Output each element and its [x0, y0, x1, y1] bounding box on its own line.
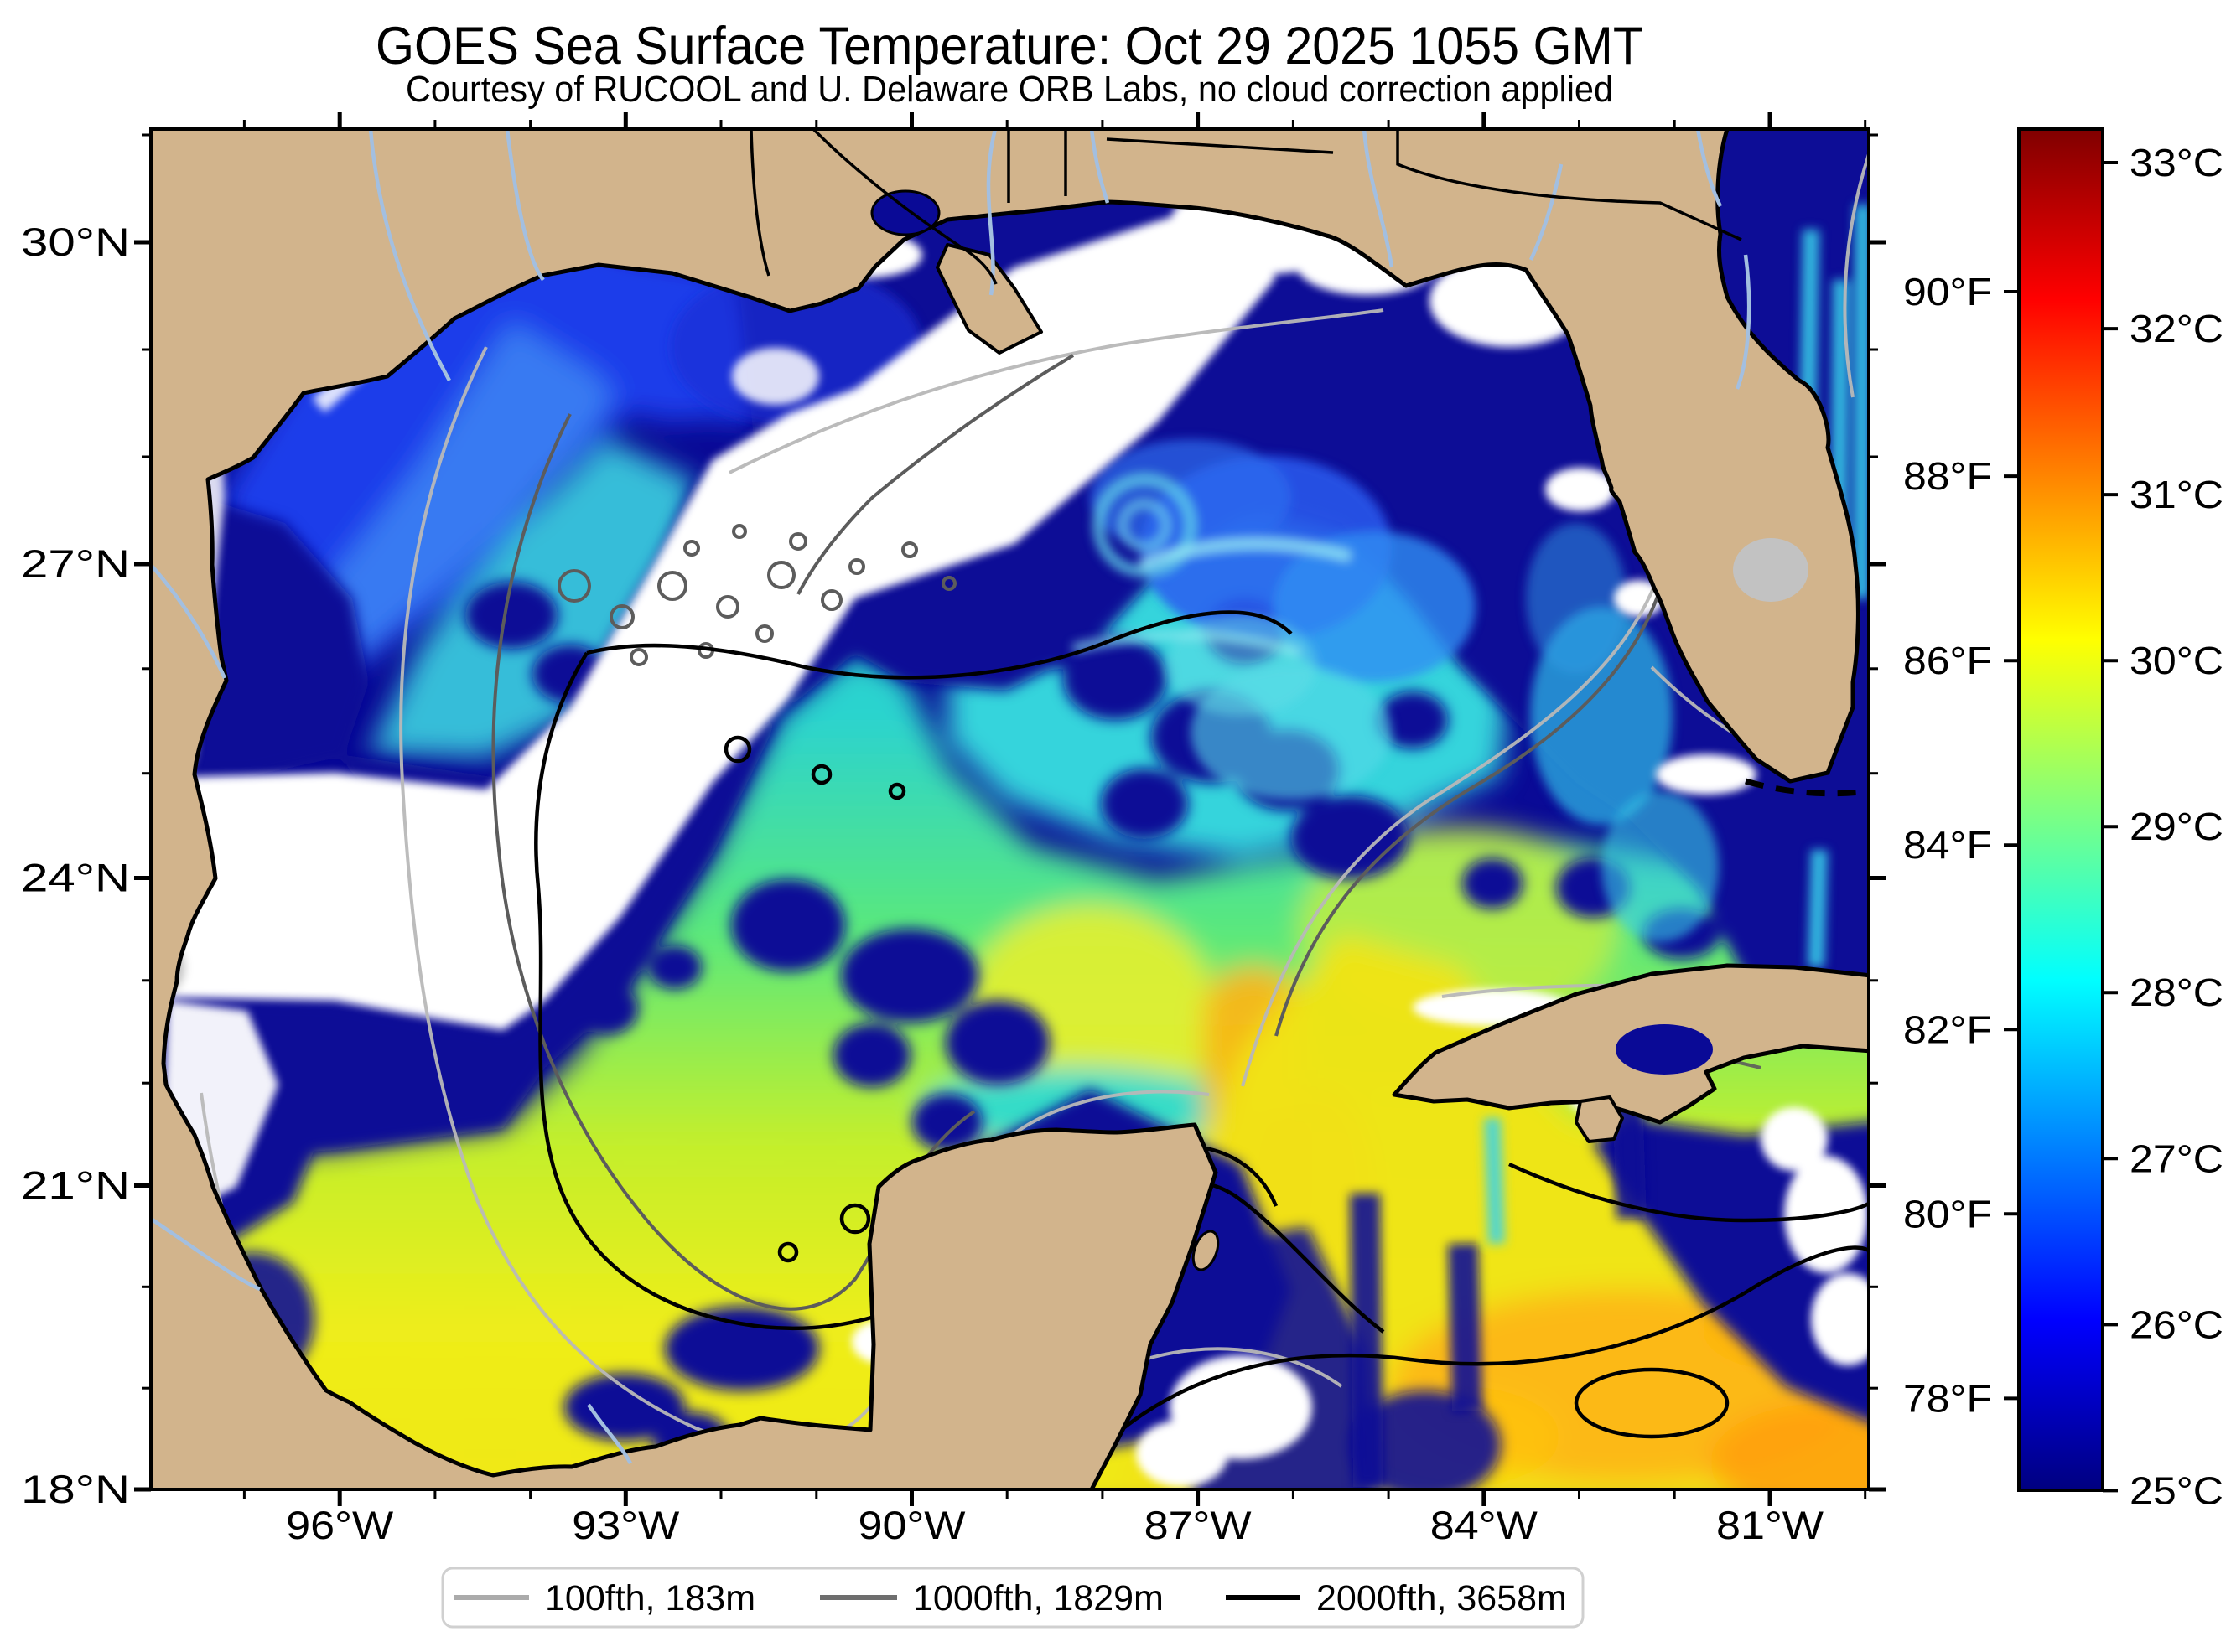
svg-text:33°C: 33°C — [2130, 141, 2223, 184]
svg-text:88°F: 88°F — [1903, 454, 1992, 498]
svg-text:27°C: 27°C — [2130, 1137, 2223, 1180]
svg-text:96°W: 96°W — [286, 1503, 394, 1547]
svg-text:18°N: 18°N — [21, 1467, 130, 1511]
svg-text:90°W: 90°W — [859, 1503, 967, 1547]
svg-text:81°W: 81°W — [1716, 1503, 1824, 1547]
svg-text:84°F: 84°F — [1903, 823, 1992, 867]
svg-text:25°C: 25°C — [2130, 1468, 2223, 1512]
svg-text:GOES Sea Surface Temperature:: GOES Sea Surface Temperature: Oct 29 202… — [376, 17, 1643, 75]
svg-text:30°C: 30°C — [2130, 639, 2223, 682]
svg-text:26°C: 26°C — [2130, 1302, 2223, 1346]
svg-text:90°F: 90°F — [1903, 270, 1992, 313]
svg-text:84°W: 84°W — [1430, 1503, 1538, 1547]
svg-text:87°W: 87°W — [1144, 1503, 1253, 1547]
svg-text:100fth, 183m: 100fth, 183m — [545, 1578, 755, 1618]
svg-text:29°C: 29°C — [2130, 805, 2223, 848]
svg-text:1000fth, 1829m: 1000fth, 1829m — [913, 1578, 1164, 1618]
svg-text:Courtesy of RUCOOL and U. Dela: Courtesy of RUCOOL and U. Delaware ORB L… — [406, 69, 1613, 110]
svg-text:31°C: 31°C — [2130, 473, 2223, 516]
svg-text:24°N: 24°N — [21, 856, 130, 900]
svg-text:86°F: 86°F — [1903, 639, 1992, 682]
svg-text:80°F: 80°F — [1903, 1192, 1992, 1235]
svg-text:27°N: 27°N — [21, 541, 130, 586]
svg-text:78°F: 78°F — [1903, 1376, 1992, 1420]
svg-text:82°F: 82°F — [1903, 1007, 1992, 1051]
svg-text:21°N: 21°N — [21, 1163, 130, 1208]
svg-text:2000fth, 3658m: 2000fth, 3658m — [1316, 1578, 1567, 1618]
svg-text:93°W: 93°W — [572, 1503, 680, 1547]
svg-text:30°N: 30°N — [21, 220, 130, 264]
svg-text:28°C: 28°C — [2130, 971, 2223, 1014]
svg-text:32°C: 32°C — [2130, 307, 2223, 350]
